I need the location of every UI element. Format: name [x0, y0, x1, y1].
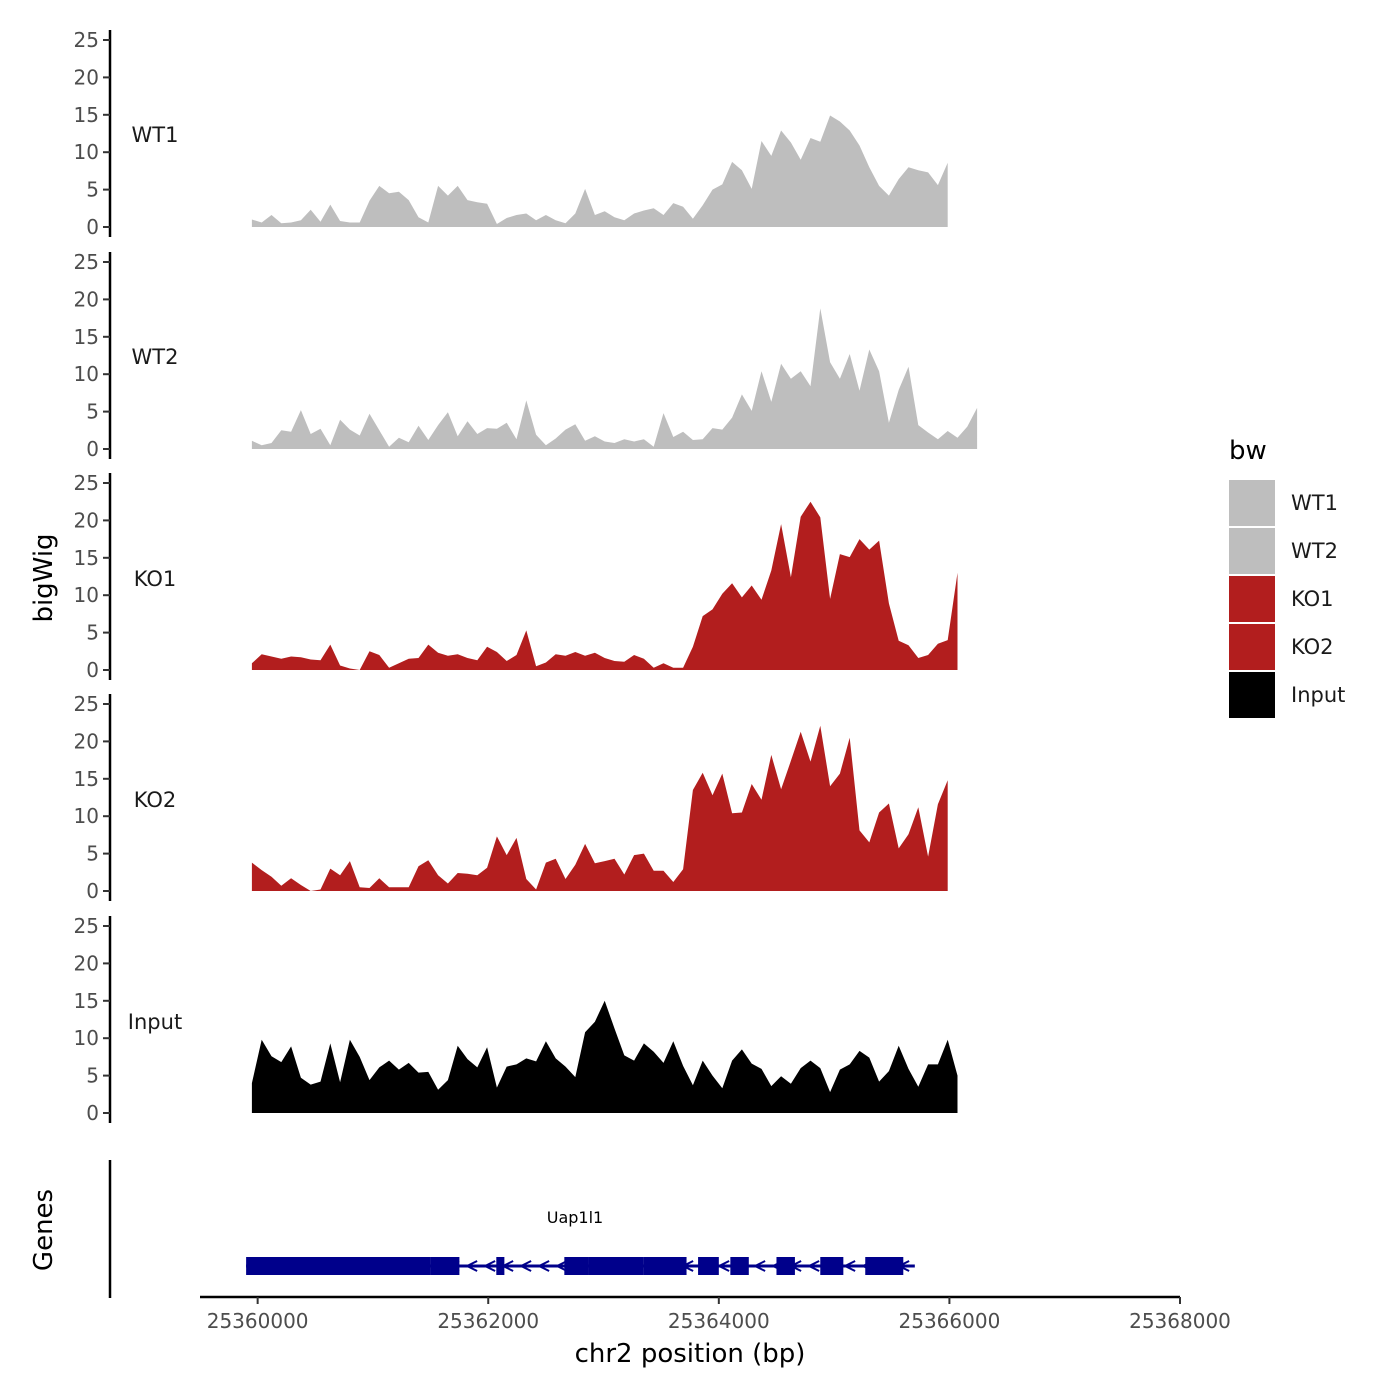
y-tick-label: 5	[86, 1064, 99, 1088]
y-tick-label: 0	[86, 1101, 99, 1125]
gene-exon	[865, 1257, 904, 1275]
track-wt1: 0 5 10 15 20 25 WT1	[74, 28, 948, 239]
legend-entry-input: Input	[1229, 672, 1345, 718]
area-ko2	[251, 725, 948, 891]
x-tick-label: 25360000	[207, 1309, 309, 1333]
area-input	[251, 1000, 958, 1113]
strand-arrow	[518, 1260, 532, 1272]
y-tick-label: 0	[86, 215, 99, 239]
strand-arrow	[716, 1260, 730, 1272]
y-tick-label: 20	[74, 951, 99, 975]
gene-track-panel: Uap1l1	[108, 1160, 915, 1298]
gene-exon	[430, 1257, 460, 1275]
gene-exon	[588, 1257, 644, 1275]
y-tick-label: 25	[74, 28, 99, 52]
strand-arrow	[536, 1260, 550, 1272]
track-label: WT1	[132, 123, 179, 147]
y-tick-label: 20	[74, 729, 99, 753]
y-tick-label: 10	[74, 362, 99, 386]
y-tick-label: 15	[74, 989, 99, 1013]
y-tick-label: 20	[74, 287, 99, 311]
y-tick-label: 10	[74, 1026, 99, 1050]
legend-swatch	[1229, 480, 1275, 526]
track-label: Input	[128, 1010, 182, 1034]
y-tick-label: 25	[74, 471, 99, 495]
gene-exon	[776, 1257, 795, 1275]
track-label: KO2	[134, 788, 177, 812]
track-ko1: 0 5 10 15 20 25 KO1	[74, 471, 958, 682]
x-axis-title: chr2 position (bp)	[575, 1339, 806, 1369]
genes-axis-title: Genes	[29, 1189, 59, 1271]
legend-entry-wt2: WT2	[1229, 528, 1338, 574]
x-tick-label: 25366000	[899, 1309, 1001, 1333]
gene-uap1l1: Uap1l1	[246, 1208, 915, 1275]
track-wt2: 0 5 10 15 20 25 WT2	[74, 250, 978, 461]
track-label: KO1	[134, 567, 177, 591]
y-tick-label: 15	[74, 767, 99, 791]
strand-arrow	[842, 1260, 856, 1272]
track-panels: 0510152025WT10510152025WT20510152025KO10…	[74, 28, 978, 1125]
y-tick-label: 25	[74, 914, 99, 938]
legend: bw WT1 WT2 KO1 KO2 Input	[1229, 436, 1345, 718]
legend-entry-ko2: KO2	[1229, 624, 1334, 670]
area-wt2	[251, 308, 978, 449]
area-wt1	[251, 115, 948, 227]
strand-arrow	[752, 1260, 766, 1272]
track-input: 0 5 10 15 20 25 Input	[74, 914, 958, 1125]
x-tick-label: 25364000	[668, 1309, 770, 1333]
legend-label: WT1	[1291, 491, 1338, 515]
track-ko2: 0 5 10 15 20 25 KO2	[74, 692, 948, 903]
y-tick-label: 0	[86, 437, 99, 461]
strand-arrow	[554, 1260, 568, 1272]
y-tick-label: 10	[74, 583, 99, 607]
gene-exon	[730, 1257, 749, 1275]
y-axis-title: bigWig	[29, 533, 59, 622]
legend-title: bw	[1229, 436, 1267, 466]
legend-swatch	[1229, 576, 1275, 622]
legend-label: Input	[1291, 683, 1345, 707]
legend-entry-wt1: WT1	[1229, 480, 1338, 526]
area-ko1	[251, 501, 958, 670]
x-axis: 25360000 25362000 25364000 25366000 25368000	[200, 1295, 1231, 1333]
strand-arrow	[806, 1260, 820, 1272]
legend-label: KO2	[1291, 635, 1334, 659]
y-tick-label: 20	[74, 508, 99, 532]
y-tick-label: 0	[86, 658, 99, 682]
gene-exon	[496, 1257, 505, 1275]
gene-name-label: Uap1l1	[547, 1208, 603, 1227]
x-tick-label: 25368000	[1129, 1309, 1231, 1333]
gene-exon	[643, 1257, 687, 1275]
gene-exon	[564, 1257, 589, 1275]
y-tick-label: 25	[74, 692, 99, 716]
y-tick-label: 5	[86, 178, 99, 202]
y-tick-label: 10	[74, 804, 99, 828]
legend-swatch	[1229, 528, 1275, 574]
gene-exon	[820, 1257, 844, 1275]
y-tick-label: 20	[74, 65, 99, 89]
y-tick-label: 15	[74, 546, 99, 570]
strand-arrow	[464, 1260, 478, 1272]
legend-label: KO1	[1291, 587, 1334, 611]
x-tick-label: 25362000	[437, 1309, 539, 1333]
track-label: WT2	[132, 345, 179, 369]
legend-swatch	[1229, 672, 1275, 718]
y-tick-label: 0	[86, 879, 99, 903]
gene-exon	[698, 1257, 719, 1275]
y-tick-label: 25	[74, 250, 99, 274]
y-tick-label: 10	[74, 140, 99, 164]
gene-exon	[246, 1257, 431, 1275]
y-tick-label: 15	[74, 325, 99, 349]
y-tick-label: 5	[86, 400, 99, 424]
y-tick-label: 5	[86, 842, 99, 866]
legend-entry-ko1: KO1	[1229, 576, 1334, 622]
legend-swatch	[1229, 624, 1275, 670]
y-tick-label: 15	[74, 103, 99, 127]
y-tick-label: 5	[86, 621, 99, 645]
legend-label: WT2	[1291, 539, 1338, 563]
strand-arrow	[482, 1260, 496, 1272]
